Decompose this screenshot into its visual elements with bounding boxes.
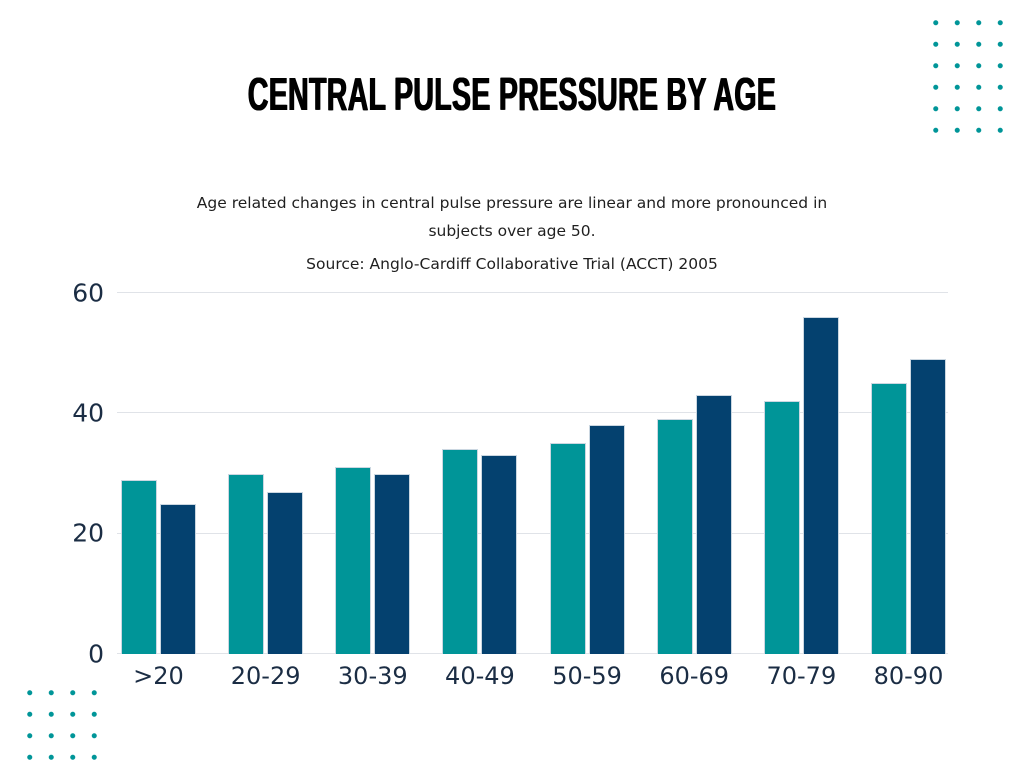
- x-tick-label: 20-29: [230, 662, 301, 690]
- x-tick-label: 60-69: [659, 662, 730, 690]
- description-block: Age related changes in central pulse pre…: [0, 189, 1024, 278]
- gridline-0: 0: [88, 641, 948, 666]
- page-title: CENTRAL PULSE PRESSURE BY AGE: [247, 68, 777, 120]
- plot-area: 0 20 40 60: [72, 280, 948, 666]
- y-tick-label: 40: [72, 398, 104, 428]
- y-tick-label: 20: [72, 518, 104, 548]
- source-text: Source: Anglo-Cardiff Collaborative Tria…: [306, 255, 718, 273]
- bar-group-20-29: [228, 293, 304, 654]
- navy-bar: [909, 359, 946, 654]
- y-tick-label: 0: [88, 639, 104, 668]
- navy-bar: [695, 395, 732, 654]
- teal-bar: [656, 419, 693, 654]
- bar-group->20: [121, 293, 196, 654]
- bar-group-60-69: [656, 293, 732, 654]
- bar-group-40-49: [442, 293, 518, 654]
- bar-groups: [117, 293, 948, 654]
- teal-bar: [763, 401, 800, 654]
- y-tick-label: 60: [72, 278, 104, 307]
- teal-bar: [121, 479, 157, 654]
- gridline-40: 40: [72, 400, 948, 425]
- x-tick-label: 30-39: [337, 662, 408, 690]
- x-tick-label: 80-90: [873, 662, 944, 690]
- decorative-dot-grid-bottom-left: [19, 682, 105, 768]
- bar-group-50-59: [549, 293, 625, 654]
- navy-bar: [802, 317, 839, 654]
- navy-bar: [588, 425, 625, 654]
- teal-bar: [335, 467, 372, 654]
- x-tick-label: 40-49: [445, 662, 515, 690]
- teal-bar: [870, 383, 907, 654]
- x-tick-label: 70-79: [766, 662, 837, 690]
- bar-group-80-90: [870, 293, 946, 654]
- bar-group-70-79: [763, 293, 839, 654]
- navy-bar: [481, 455, 518, 654]
- navy-bar: [374, 473, 411, 654]
- navy-bar: [267, 491, 304, 654]
- description-line-1: Age related changes in central pulse pre…: [196, 194, 828, 212]
- x-tick-label: 50-59: [552, 662, 622, 690]
- decorative-dot-grid-top-right: [925, 12, 1011, 141]
- navy-bar: [160, 503, 196, 654]
- x-axis-labels: >20 20-29 30-39 40-49 50-59 60-69 70-79 80-90: [117, 662, 948, 690]
- bar-group-30-39: [335, 293, 411, 654]
- x-tick-label: >20: [133, 662, 184, 690]
- gridline-60: 60: [72, 280, 948, 305]
- bar-chart: 0 20 40 60 >20 20-29 30-39 40-49 50-59 60-69 70-7…: [72, 280, 948, 690]
- teal-bar: [549, 443, 586, 654]
- gridline-20: 20: [72, 521, 948, 546]
- teal-bar: [228, 473, 265, 654]
- description-line-2: subjects over age 50.: [428, 222, 596, 240]
- teal-bar: [442, 449, 479, 654]
